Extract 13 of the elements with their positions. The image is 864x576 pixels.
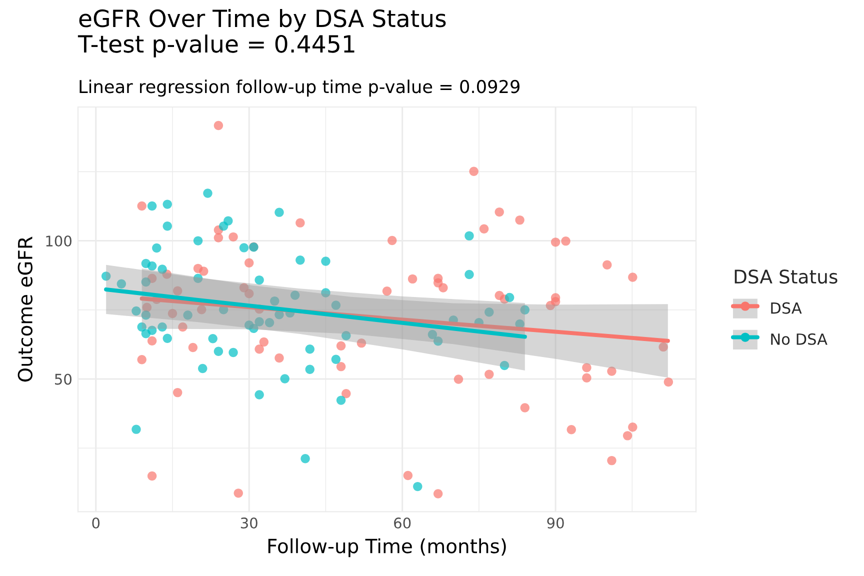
legend-label: No DSA xyxy=(771,333,828,345)
legend-title: DSA Status xyxy=(734,270,838,284)
chart-title: eGFR Over Time by DSA Status T-test p-value = 0.4451 xyxy=(78,9,446,58)
chart-subtitle: Linear regression follow-up time p-value = 0.0929 xyxy=(80,80,520,97)
x-axis-title: Follow-up Time (months) xyxy=(268,538,506,558)
x-tick-label: 60 xyxy=(394,518,411,529)
y-tick-label: 100 xyxy=(46,236,72,247)
y-axis-title: Outcome eGFR xyxy=(18,236,33,382)
legend-label: DSA xyxy=(771,302,802,314)
y-tick-label: 50 xyxy=(55,374,72,385)
x-tick-label: 0 xyxy=(92,518,100,529)
x-tick-label: 30 xyxy=(240,518,258,529)
x-tick-label: 90 xyxy=(547,518,564,529)
